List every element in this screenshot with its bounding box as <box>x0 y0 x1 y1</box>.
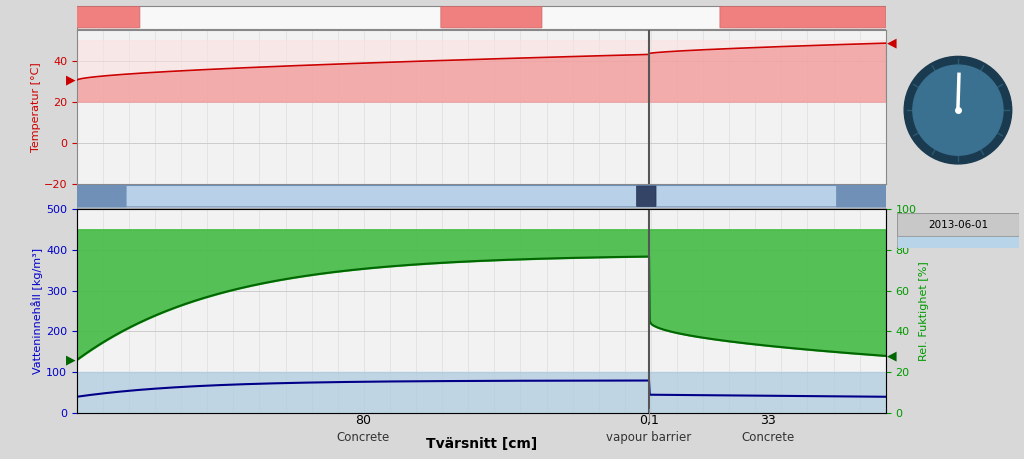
FancyBboxPatch shape <box>74 185 889 207</box>
Circle shape <box>904 56 1012 164</box>
Text: Concrete: Concrete <box>741 431 795 443</box>
Text: 80: 80 <box>355 414 371 427</box>
Text: ◀: ◀ <box>888 349 897 363</box>
Text: 33: 33 <box>760 414 775 427</box>
Bar <box>897 236 1019 248</box>
Y-axis label: Rel. Fuktighet [%]: Rel. Fuktighet [%] <box>920 261 929 361</box>
FancyBboxPatch shape <box>837 185 889 207</box>
Text: 2013-06-01: 2013-06-01 <box>928 220 988 230</box>
Text: Concrete: Concrete <box>336 431 389 443</box>
Circle shape <box>912 65 1004 155</box>
Text: vapour barrier: vapour barrier <box>606 431 691 443</box>
FancyBboxPatch shape <box>74 6 140 28</box>
FancyBboxPatch shape <box>637 186 656 207</box>
Text: Tvärsnitt [cm]: Tvärsnitt [cm] <box>426 437 537 451</box>
Bar <box>897 213 1019 236</box>
FancyBboxPatch shape <box>720 6 886 28</box>
Text: ◀: ◀ <box>888 37 897 50</box>
FancyBboxPatch shape <box>441 6 542 28</box>
Text: 0,1: 0,1 <box>639 414 659 427</box>
Text: ▶: ▶ <box>66 353 75 366</box>
FancyBboxPatch shape <box>74 185 126 207</box>
Text: ▶: ▶ <box>66 73 75 87</box>
Y-axis label: Vatteninnehåll [kg/m³]: Vatteninnehåll [kg/m³] <box>32 248 43 374</box>
Y-axis label: Temperatur [°C]: Temperatur [°C] <box>31 62 41 151</box>
